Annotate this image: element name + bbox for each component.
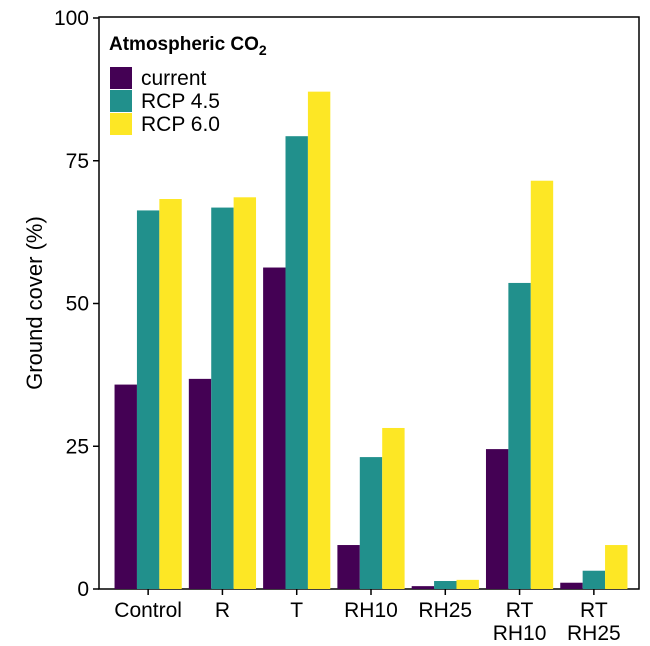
bar-rcp-4-5-t — [285, 136, 308, 589]
bar-current-rt-rh10 — [485, 449, 509, 589]
bar-rcp-4-5-rt-rh25 — [582, 570, 606, 589]
bar-rcp-4-5-control — [136, 210, 160, 589]
y-tick-label: 75 — [66, 150, 89, 173]
bar-current-rt-rh25 — [560, 582, 583, 589]
bar-rcp-6-0-rt-rh10 — [530, 180, 554, 590]
bar-rcp-6-0-r — [233, 197, 257, 589]
bar-rcp-4-5-rh10 — [359, 457, 383, 589]
x-tick-label: T — [290, 599, 303, 622]
bar-rcp-4-5-rh25 — [434, 581, 457, 589]
bar-rcp-6-0-t — [307, 91, 331, 589]
x-tick-label: RT — [506, 599, 534, 622]
legend-label: current — [141, 67, 207, 90]
bar-rcp-6-0-rh25 — [456, 579, 479, 589]
y-tick-label: 100 — [54, 7, 89, 30]
x-tick-label: RH25 — [418, 599, 472, 622]
bars-layer — [114, 91, 628, 590]
x-tick-label: Control — [114, 599, 182, 622]
bar-rcp-4-5-rt-rh10 — [508, 282, 531, 589]
legend-swatch — [110, 90, 132, 112]
legend-label: RCP 6.0 — [141, 113, 220, 136]
bar-rcp-6-0-rt-rh25 — [605, 545, 628, 589]
y-tick-label: 25 — [66, 435, 89, 458]
x-tick-label: RH10 — [493, 622, 547, 645]
bar-rcp-6-0-rh10 — [382, 427, 405, 589]
bar-current-control — [114, 384, 137, 589]
x-tick-label: RT — [580, 599, 608, 622]
bar-current-rh10 — [337, 545, 360, 589]
bar-current-r — [188, 378, 212, 589]
legend-swatch — [110, 113, 132, 135]
y-tick-label: 0 — [77, 578, 89, 601]
legend-swatch — [110, 67, 132, 89]
x-tick-label: RH10 — [344, 599, 398, 622]
legend-label: RCP 4.5 — [141, 90, 220, 113]
legend-title: Atmospheric CO2 — [109, 34, 267, 58]
bar-current-rh25 — [411, 586, 435, 589]
x-tick-label: RH25 — [567, 622, 621, 645]
bar-rcp-6-0-control — [159, 199, 182, 589]
y-tick-label: 50 — [66, 293, 89, 316]
x-tick-label: R — [215, 599, 230, 622]
bar-current-t — [263, 267, 286, 589]
y-axis: 0 25 50 75 100 — [54, 7, 99, 601]
y-axis-title: Ground cover (%) — [22, 216, 47, 390]
bar-rcp-4-5-r — [211, 207, 234, 589]
